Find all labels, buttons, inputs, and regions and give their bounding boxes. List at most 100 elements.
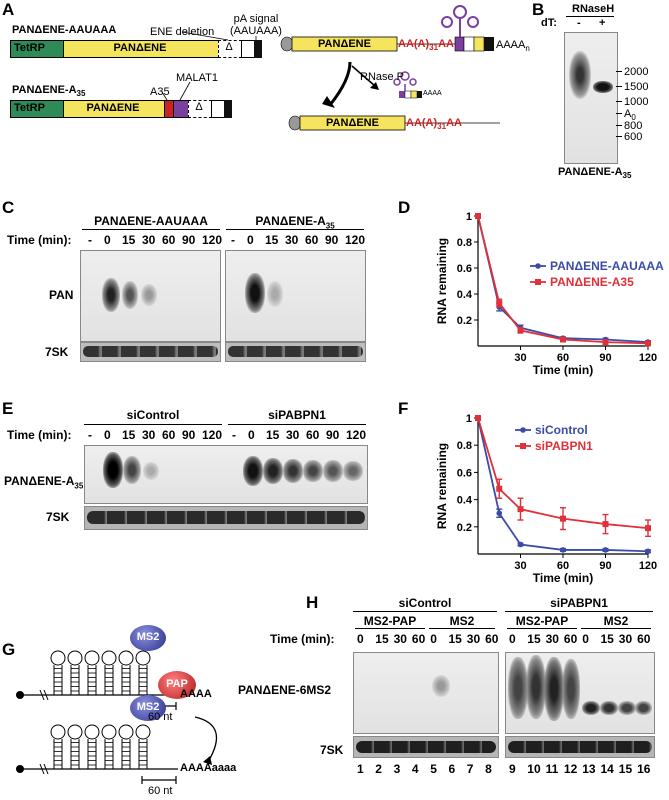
c-time-label: Time (min): <box>7 233 72 247</box>
aaaa-small-label: AAAA <box>423 90 442 97</box>
data-point <box>496 300 503 307</box>
h-lane-number: 2 <box>375 762 382 776</box>
pan-label-4: PANΔENE <box>326 117 379 129</box>
panel-label-g: G <box>2 640 16 659</box>
e-row-7sk: 7SK <box>46 510 70 524</box>
y-tick-label: 1 <box>466 413 472 425</box>
trna-small-icon <box>393 71 417 91</box>
series-line-1 <box>477 215 649 345</box>
h-lane-number: 6 <box>448 762 456 776</box>
h-time-label-item: 60 <box>637 632 651 646</box>
c-group2: PANΔENE-A35 <box>255 214 335 231</box>
pa-signal-seq: (AAUAAA) <box>230 25 282 37</box>
e-times-2: -0 15 30 60 90 120 <box>232 428 367 442</box>
y-tick-label: 0.2 <box>457 315 472 327</box>
legend-marker <box>520 427 526 433</box>
hairpin-loop-icon <box>118 650 134 666</box>
hairpin-loop-icon <box>101 650 117 666</box>
lane-plus: + <box>599 17 606 29</box>
y-tick-label: 0.4 <box>457 289 473 301</box>
hairpin-loop-icon <box>118 724 134 740</box>
x-tick-label: 120 <box>639 560 657 572</box>
panel-label-d: D <box>398 198 411 217</box>
aaaa-top-label: AAAA <box>180 688 212 700</box>
h-lane-number: 15 <box>618 762 633 776</box>
tetrp-label-1: TetRP <box>14 42 45 54</box>
x-tick-label: 90 <box>599 560 611 572</box>
dt-label: dT: <box>541 17 557 29</box>
h-lane-number: 16 <box>637 762 651 776</box>
construct1-title: PANΔENE-AAUAAA <box>12 24 117 36</box>
panel-a-lines <box>161 5 500 131</box>
legend-marker <box>535 263 541 269</box>
chart-f: 0.2 0.4 0.6 0.8 1 30 60 90 120 Time (min) RNA rema… <box>435 413 657 585</box>
y-tick-label: 0.2 <box>457 522 472 534</box>
gel-c-7sk-2 <box>225 342 366 362</box>
poly-a-label-2: AA(A)31AA <box>406 117 462 132</box>
x-tick-label: 120 <box>639 352 657 364</box>
h-time-label-item: 60 <box>485 632 499 646</box>
data-point <box>602 521 609 528</box>
legend-marker <box>520 443 526 449</box>
gel-e-pan <box>84 445 368 504</box>
gel-h-7sk-1 <box>353 736 499 758</box>
h-time-label-item: 30 <box>393 632 407 646</box>
h-time-label-item: 30 <box>618 632 633 646</box>
y-tick-label: 0.8 <box>457 237 472 249</box>
gel-c-pan-1 <box>80 250 221 342</box>
h-time-label-item: 30 <box>466 632 481 646</box>
y-axis-label: RNA remaining <box>435 238 449 324</box>
legend-label: PANΔENE-AAUAAA <box>550 259 664 273</box>
y-tick-label: 1 <box>466 211 472 223</box>
ms2-top-label: MS2 <box>136 631 160 643</box>
data-point <box>560 547 566 553</box>
marker-600: 600 <box>624 131 643 143</box>
x-axis-label: Time (min) <box>533 571 593 585</box>
delta-label-1: Δ <box>225 41 233 53</box>
h-time-label: Time (min): <box>270 632 335 646</box>
e-group1: siControl <box>126 408 180 422</box>
hairpin-loop-icon <box>135 724 151 740</box>
hairpin-loop-icon <box>135 650 151 666</box>
hairpin-loop-icon <box>67 724 83 740</box>
hairpin-loop-icon <box>84 650 100 666</box>
marker-1000: 1000 <box>624 96 649 108</box>
data-point <box>645 340 651 347</box>
c-row-pan: PAN <box>49 288 74 302</box>
h-time-label-item: 0 <box>582 632 589 646</box>
h-time-label-item: 15 <box>600 632 614 646</box>
data-point <box>517 327 524 334</box>
data-point <box>560 515 566 522</box>
panel-label-b: B <box>532 0 545 19</box>
poly-a-label-1: AA(A)31AA <box>398 38 454 53</box>
a35-label: A35 <box>150 86 170 98</box>
c-group1: PANΔENE-AAUAAA <box>94 214 208 228</box>
malat1-label: MALAT1 <box>176 72 218 84</box>
legend-marker <box>535 279 541 285</box>
h-sub1: MS2-PAP <box>363 614 417 628</box>
chart-d: 0.2 0.4 0.6 0.8 1 30 60 90 120 Time (min) RNA rema… <box>435 211 664 377</box>
panel-label-h: H <box>306 593 319 612</box>
marker-2000: 2000 <box>624 66 649 78</box>
c-times-2: -0 15 30 60 90 120 <box>231 233 366 247</box>
y-tick-label: 0.4 <box>457 495 473 507</box>
pap-icon <box>158 671 196 699</box>
h-lane-number: 9 <box>509 762 516 776</box>
panel-label-f: F <box>398 399 409 418</box>
data-point <box>602 339 609 346</box>
y-tick-label: 0.6 <box>457 263 472 275</box>
panel-label-a: A <box>2 0 15 19</box>
delta-label-2: Δ <box>195 101 203 113</box>
gel-c-7sk-1 <box>80 342 221 362</box>
nt60-bottom-label: 60 nt <box>148 785 173 797</box>
rnaseh-underline <box>566 16 614 17</box>
h-time-label-item: 0 <box>357 632 364 646</box>
x-axis-label: Time (min) <box>533 363 593 377</box>
h-sub3: MS2-PAP <box>515 614 569 628</box>
data-point <box>560 336 566 343</box>
h-lane-number: 7 <box>466 762 474 776</box>
gel-h-pan-1 <box>353 652 499 734</box>
h-lane-numbers: 1 2 3 4 5 6 7 8 9 10 11 12 13 14 15 16 <box>355 762 655 778</box>
aaaa-bottom-label: AAAAaaaa <box>180 762 237 774</box>
x-tick-label: 60 <box>557 352 569 364</box>
